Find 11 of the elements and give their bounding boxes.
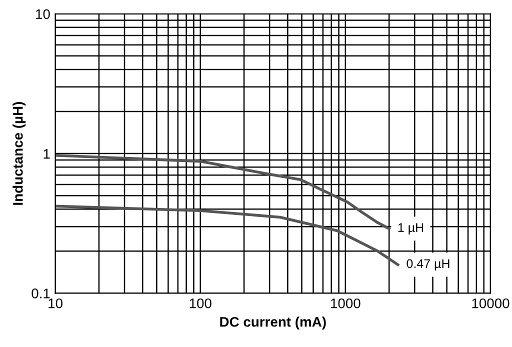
x-axis-title: DC current (mA) <box>220 316 326 330</box>
series-label: 0.47 µH <box>406 259 450 271</box>
y-tick-label: 10 <box>36 9 50 20</box>
series-label: 1 µH <box>398 223 424 234</box>
x-tick-label: 10000 <box>472 298 510 308</box>
y-axis-title: Inductance (µH) <box>12 102 26 205</box>
x-tick-label: 100 <box>190 298 212 308</box>
y-tick-label: 0.1 <box>32 288 50 298</box>
x-tick-label: 10 <box>48 298 62 308</box>
x-tick-label: 1000 <box>331 298 360 308</box>
y-tick-label: 1 <box>44 149 50 159</box>
